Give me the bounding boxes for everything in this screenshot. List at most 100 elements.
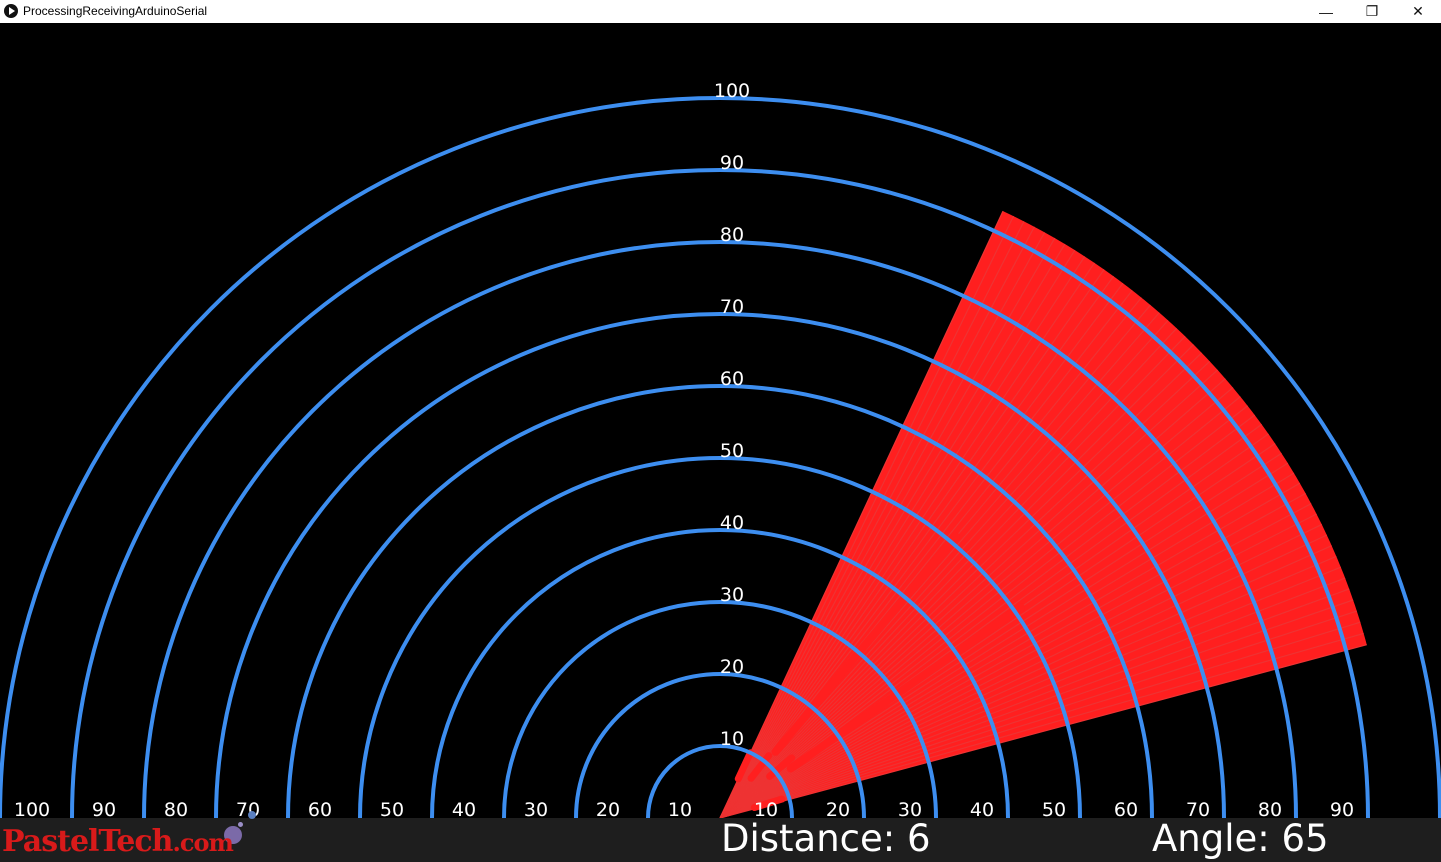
right-axis-label: 60 [1114, 799, 1138, 818]
ring-label: 30 [720, 584, 744, 606]
far-obstacle-ray [771, 532, 961, 756]
range-ring [646, 744, 794, 818]
range-ring [430, 528, 1010, 818]
sweep-line [719, 237, 1056, 818]
processing-app-icon [4, 4, 18, 18]
radar-display: 10 20 30 40 50 60 70 80 90 100 100 90 80 70 60 50 40 30 20… [0, 80, 1441, 818]
ring-label: 20 [720, 656, 744, 678]
radar-canvas: 10 20 30 40 50 60 70 80 90 100 100 90 80 70 60 50 40 30 20… [0, 23, 1441, 818]
obstacle-sector [738, 211, 1367, 807]
sweep-line [719, 523, 1323, 818]
near-obstacle-mark [750, 795, 786, 811]
sweep-line [719, 369, 1219, 818]
sweep-line [719, 269, 1105, 818]
right-axis-label: 10 [754, 799, 778, 818]
sweep-line [719, 621, 1361, 818]
sweep-line [719, 472, 1295, 818]
minimize-button[interactable]: — [1319, 3, 1333, 20]
ring-label: 60 [720, 368, 744, 390]
distance-readout: Distance: 6 [721, 817, 931, 860]
range-ring [0, 96, 1441, 818]
angle-readout: Angle: 65 [1152, 817, 1329, 860]
logo-text: PastelTech.com [2, 824, 234, 859]
right-axis-label: 90 [1330, 799, 1354, 818]
sweep-line [719, 599, 1354, 818]
sweep-line [719, 566, 1342, 818]
range-rings [0, 96, 1441, 818]
window-titlebar: ProcessingReceivingArduinoSerial — ❐ ✕ [0, 0, 1441, 23]
range-ring [286, 384, 1154, 818]
sweep-line [719, 405, 1249, 818]
right-axis-label: 50 [1042, 799, 1066, 818]
ring-label: 80 [720, 224, 744, 246]
left-axis-label: 80 [164, 799, 188, 818]
range-ring [574, 672, 866, 818]
left-axis-label: 30 [524, 799, 548, 818]
range-labels: 10 20 30 40 50 60 70 80 90 100 100 90 80 70 60 50 40 30 20… [14, 80, 1354, 818]
sweep-line [719, 534, 1328, 818]
sweep-line [719, 275, 1115, 818]
sweep-line [719, 503, 1312, 818]
near-obstacle-mark [766, 754, 796, 780]
sweep-line [719, 335, 1186, 818]
ring-label: 40 [720, 512, 744, 534]
logo-dot-icon [248, 811, 256, 819]
sweep-line [719, 610, 1358, 818]
left-axis-label: 50 [380, 799, 404, 818]
near-obstacle-mark [734, 749, 754, 783]
sweep-line [719, 577, 1346, 818]
range-ring [502, 600, 938, 818]
logo-suffix: .com [172, 828, 233, 857]
sweep-line [719, 644, 1367, 818]
sweep-line [719, 215, 1015, 818]
pasteltech-logo: PastelTech.com [2, 810, 302, 862]
sweep-line [719, 327, 1178, 818]
sweep-line [719, 513, 1317, 818]
range-ring [214, 312, 1226, 818]
sweep-line [719, 226, 1035, 818]
sweep-line [719, 396, 1241, 818]
close-button[interactable]: ✕ [1412, 3, 1424, 19]
sweep-line [719, 378, 1226, 818]
left-axis-label: 90 [92, 799, 116, 818]
left-axis-label: 60 [308, 799, 332, 818]
sweep-line [719, 352, 1203, 818]
far-obstacle-ray [786, 603, 1025, 773]
sweep-line [719, 243, 1066, 818]
left-axis-label: 20 [596, 799, 620, 818]
logo-name: PastelTech [2, 824, 173, 859]
ring-label: 50 [720, 440, 744, 462]
left-axis-label: 100 [14, 799, 50, 818]
sweep-line [719, 232, 1046, 818]
window-title: ProcessingReceivingArduinoSerial [23, 4, 208, 18]
logo-dot-icon [224, 826, 242, 844]
obstacle-area [719, 210, 1367, 818]
sweep-line [719, 221, 1025, 818]
sweep-line [719, 387, 1234, 818]
sweep-line [719, 256, 1086, 818]
sweep-line [719, 282, 1124, 818]
right-axis-label: 30 [898, 799, 922, 818]
sweep-line [719, 249, 1076, 818]
sweep-line [719, 632, 1364, 818]
ring-label: 90 [720, 152, 744, 174]
sweep-line [719, 360, 1211, 818]
restore-button[interactable]: ❐ [1365, 3, 1379, 19]
ring-label: 10 [720, 728, 744, 750]
right-axis-label: 70 [1186, 799, 1210, 818]
left-axis-label: 40 [452, 799, 476, 818]
ring-label: 70 [720, 296, 744, 318]
sweep-line [719, 462, 1289, 818]
logo-dot-icon [238, 822, 243, 827]
left-axis-label: 10 [668, 799, 692, 818]
sweep-line [719, 545, 1332, 818]
sweep-line [719, 492, 1306, 818]
ring-label: 100 [714, 80, 750, 102]
range-ring [142, 240, 1298, 818]
right-axis-label: 20 [826, 799, 850, 818]
right-axis-label: 80 [1258, 799, 1282, 818]
sweep-line [719, 262, 1095, 818]
range-ring [358, 456, 1082, 818]
sweep-line [719, 482, 1301, 818]
sweep-line [719, 344, 1194, 818]
